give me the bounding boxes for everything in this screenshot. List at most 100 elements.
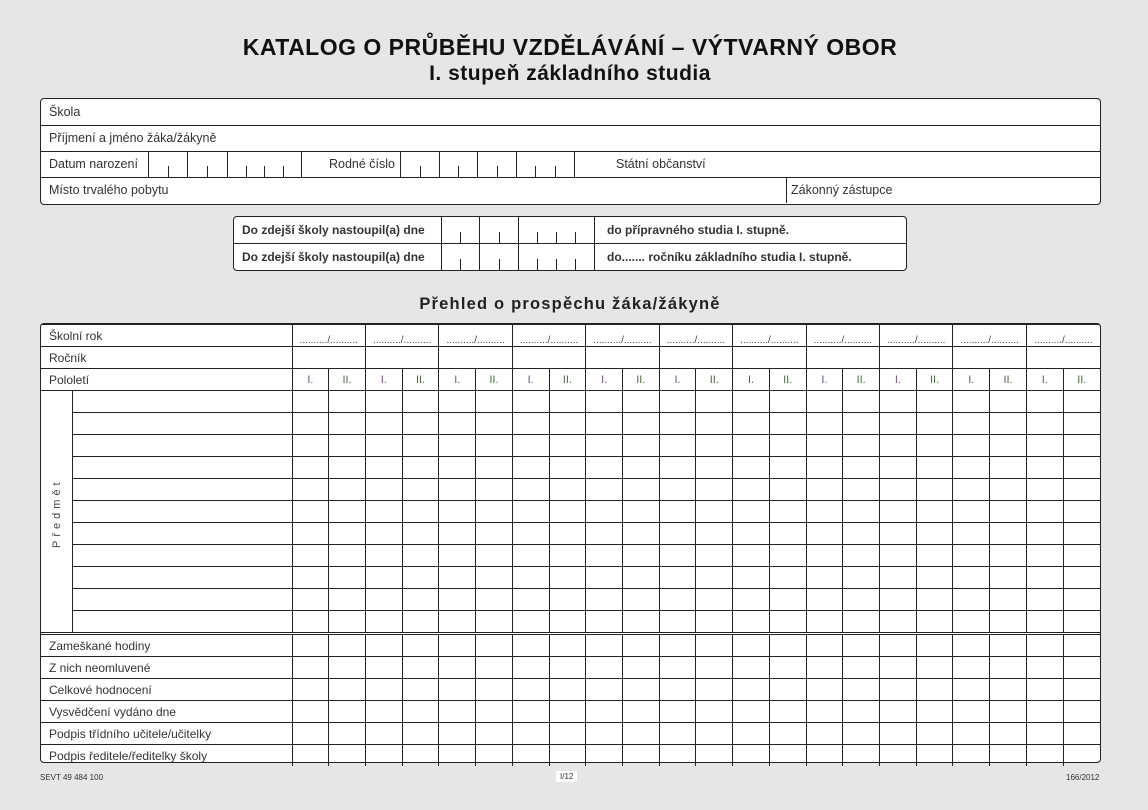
grade-value-cell[interactable] [989,588,1027,611]
summary-cell[interactable] [952,632,991,657]
grade-value-cell[interactable] [585,544,623,567]
grade-value-cell[interactable] [879,434,917,457]
summary-cell[interactable] [328,632,366,657]
grade-value-cell[interactable] [511,434,550,457]
summary-cell[interactable] [732,744,770,766]
grade-value-cell[interactable] [548,588,587,611]
grade-value-cell[interactable] [879,456,917,479]
summary-cell[interactable] [989,678,1027,701]
summary-cell[interactable] [695,678,734,701]
summary-cell[interactable] [291,700,330,723]
grade-value-cell[interactable] [511,412,550,435]
summary-cell[interactable] [364,632,403,657]
grade-value-cell[interactable] [915,522,954,545]
grade-value-cell[interactable] [585,500,623,523]
grade-value-cell[interactable] [438,434,477,457]
grade-value-cell[interactable] [364,500,403,523]
grade-cell[interactable] [291,346,366,369]
grade-value-cell[interactable] [1062,412,1100,435]
grade-value-cell[interactable] [364,412,403,435]
grade-value-cell[interactable] [732,610,770,634]
summary-cell[interactable] [879,722,917,745]
grade-value-cell[interactable] [695,390,734,413]
grade-value-cell[interactable] [842,390,881,413]
grade-value-cell[interactable] [585,478,623,501]
grade-value-cell[interactable] [695,610,734,634]
grade-value-cell[interactable] [438,390,477,413]
grade-cell[interactable] [438,346,513,369]
grade-value-cell[interactable] [805,412,844,435]
summary-cell[interactable] [879,700,917,723]
grade-value-cell[interactable] [1025,390,1064,413]
subject-name-cell[interactable] [72,412,293,435]
grade-value-cell[interactable] [1062,522,1100,545]
summary-cell[interactable] [364,678,403,701]
grade-value-cell[interactable] [585,588,623,611]
grade-value-cell[interactable] [475,412,513,435]
grade-value-cell[interactable] [879,588,917,611]
summary-cell[interactable] [438,656,477,679]
summary-cell[interactable] [768,722,807,745]
grade-value-cell[interactable] [732,456,770,479]
summary-cell[interactable] [915,744,954,766]
summary-cell[interactable] [585,656,623,679]
grade-value-cell[interactable] [879,522,917,545]
grade-value-cell[interactable] [695,434,734,457]
grade-value-cell[interactable] [768,390,807,413]
summary-cell[interactable] [989,700,1027,723]
grade-value-cell[interactable] [989,500,1027,523]
grade-value-cell[interactable] [695,478,734,501]
school-year-cell[interactable]: ........../.......... [438,324,513,347]
summary-cell[interactable] [952,744,991,766]
grade-value-cell[interactable] [805,434,844,457]
grade-value-cell[interactable] [1062,588,1100,611]
summary-cell[interactable] [548,722,587,745]
subject-name-cell[interactable] [72,500,293,523]
grade-value-cell[interactable] [842,588,881,611]
summary-cell[interactable] [732,700,770,723]
summary-cell[interactable] [438,632,477,657]
grade-value-cell[interactable] [438,610,477,634]
grade-value-cell[interactable] [915,610,954,634]
grade-value-cell[interactable] [879,390,917,413]
summary-cell[interactable] [732,656,770,679]
grade-value-cell[interactable] [915,456,954,479]
summary-cell[interactable] [585,700,623,723]
grade-value-cell[interactable] [732,434,770,457]
grade-value-cell[interactable] [475,434,513,457]
grade-value-cell[interactable] [438,522,477,545]
grade-value-cell[interactable] [732,478,770,501]
summary-cell[interactable] [511,632,550,657]
grade-value-cell[interactable] [364,478,403,501]
grade-value-cell[interactable] [511,566,550,589]
summary-cell[interactable] [291,744,330,766]
grade-value-cell[interactable] [732,566,770,589]
grade-value-cell[interactable] [952,522,991,545]
grade-value-cell[interactable] [1062,566,1100,589]
subject-name-cell[interactable] [72,588,293,611]
grade-value-cell[interactable] [1062,434,1100,457]
grade-value-cell[interactable] [768,522,807,545]
grade-value-cell[interactable] [328,522,366,545]
summary-cell[interactable] [805,700,844,723]
grade-value-cell[interactable] [915,544,954,567]
summary-cell[interactable] [401,656,440,679]
grade-value-cell[interactable] [658,610,697,634]
grade-value-cell[interactable] [952,588,991,611]
summary-cell[interactable] [438,744,477,766]
grade-value-cell[interactable] [401,478,440,501]
grade-value-cell[interactable] [621,478,660,501]
school-year-cell[interactable]: ........../.......... [511,324,587,347]
grade-value-cell[interactable] [1025,434,1064,457]
summary-cell[interactable] [915,632,954,657]
summary-cell[interactable] [768,700,807,723]
grade-value-cell[interactable] [842,478,881,501]
summary-cell[interactable] [401,700,440,723]
summary-cell[interactable] [658,744,697,766]
grade-value-cell[interactable] [475,588,513,611]
grade-value-cell[interactable] [364,434,403,457]
grade-value-cell[interactable] [548,434,587,457]
summary-cell[interactable] [585,632,623,657]
grade-cell[interactable] [1025,346,1100,369]
summary-cell[interactable] [511,678,550,701]
